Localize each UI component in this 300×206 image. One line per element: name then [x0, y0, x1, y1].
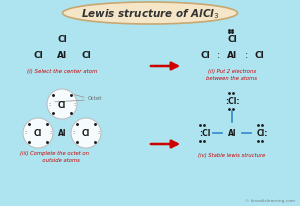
Text: Octet: Octet	[88, 96, 102, 101]
Text: (i) Select the center atom: (i) Select the center atom	[27, 69, 97, 74]
Text: Al: Al	[58, 129, 66, 138]
Text: (iv) Stable lewis structure: (iv) Stable lewis structure	[198, 152, 266, 157]
Ellipse shape	[62, 3, 238, 25]
Text: Al: Al	[57, 50, 67, 59]
Text: :: :	[244, 50, 247, 60]
Text: Al: Al	[227, 50, 237, 59]
Circle shape	[47, 90, 77, 119]
Text: :: :	[216, 50, 220, 60]
Text: :: :	[73, 130, 75, 135]
Text: Cl: Cl	[82, 129, 90, 138]
Text: :: :	[49, 130, 51, 135]
Text: Lewis structure of AlCl$_3$: Lewis structure of AlCl$_3$	[81, 7, 219, 21]
Text: Cl: Cl	[254, 50, 264, 59]
Text: :: :	[49, 101, 51, 106]
Text: Cl: Cl	[227, 34, 237, 43]
Text: Cl: Cl	[33, 50, 43, 59]
Text: Cl:: Cl:	[256, 129, 268, 138]
Text: Cl: Cl	[58, 100, 66, 109]
Text: :: :	[25, 130, 27, 135]
Text: :Cl: :Cl	[199, 129, 211, 138]
Text: Cl: Cl	[34, 129, 42, 138]
Text: (ii) Put 2 electrons
between the atoms: (ii) Put 2 electrons between the atoms	[206, 69, 257, 80]
Text: Cl: Cl	[81, 50, 91, 59]
Circle shape	[71, 118, 101, 148]
Text: :Cl:: :Cl:	[225, 97, 239, 106]
Text: (iii) Complete the octet on
       outside atoms: (iii) Complete the octet on outside atom…	[20, 150, 89, 162]
Text: :: :	[97, 130, 99, 135]
Text: © knordislearning.com: © knordislearning.com	[245, 198, 295, 202]
Circle shape	[23, 118, 53, 148]
Text: Al: Al	[228, 129, 236, 138]
Text: :: :	[73, 101, 75, 106]
Text: Cl: Cl	[57, 34, 67, 43]
Text: Cl: Cl	[200, 50, 210, 59]
